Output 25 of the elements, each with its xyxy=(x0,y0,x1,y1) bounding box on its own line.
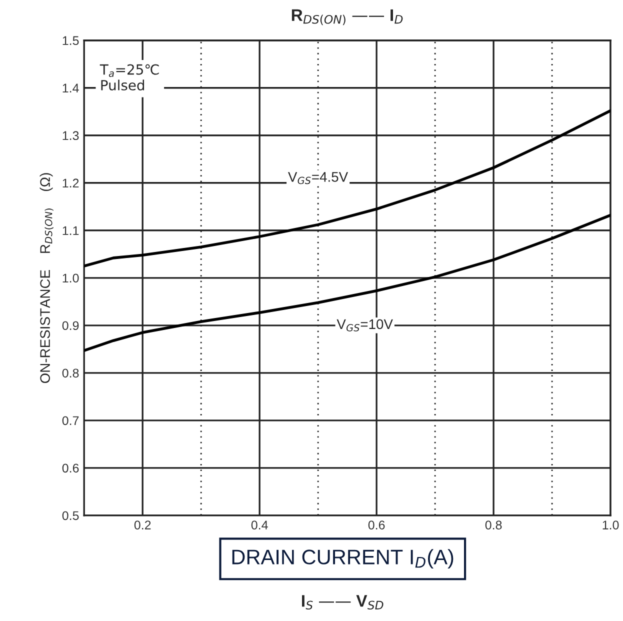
text: I$_{S}$ —— V$_{SD}$ xyxy=(302,595,384,610)
y-tick-label: 0.6 xyxy=(62,464,79,473)
chart-title: R$_{DS(ON)}$ —— I$_{D}$ xyxy=(292,9,403,26)
line-series xyxy=(84,214,611,352)
series-label: V$_{GS}$=10V xyxy=(336,319,393,332)
x-tick-label: 0.6 xyxy=(368,520,385,530)
y-tick-label: 1.5 xyxy=(62,36,79,46)
y-tick-label: 0.9 xyxy=(62,321,79,330)
text: V$_{GS}$=4.5V xyxy=(288,172,348,184)
y-tick-label: 0.5 xyxy=(62,511,79,520)
line-series xyxy=(84,109,611,268)
y-tick-label: 1.1 xyxy=(62,226,79,235)
x-tick-label: 0.8 xyxy=(485,520,502,530)
y-tick-label: 1.3 xyxy=(62,131,79,140)
x-tick-label: 0.2 xyxy=(134,520,151,530)
x-tick-label: 0.4 xyxy=(251,520,268,530)
text: ON-RESISTANCE R$_{DS(ON)}$ (Ω) xyxy=(40,173,54,384)
x-axis-title: DRAIN CURRENT I$_{D}$(A) xyxy=(232,549,454,569)
y-tick-label: 1.4 xyxy=(62,84,79,92)
y-tick-label: 0.7 xyxy=(62,416,79,426)
annotation: T$_{a}$=25℃ Pulsed xyxy=(100,64,159,90)
y-tick-label: 1.2 xyxy=(62,178,79,188)
y-tick-label: 1.0 xyxy=(62,274,79,283)
x-tick-label: 1.0 xyxy=(602,520,619,530)
y-tick-label: 0.8 xyxy=(62,368,79,378)
